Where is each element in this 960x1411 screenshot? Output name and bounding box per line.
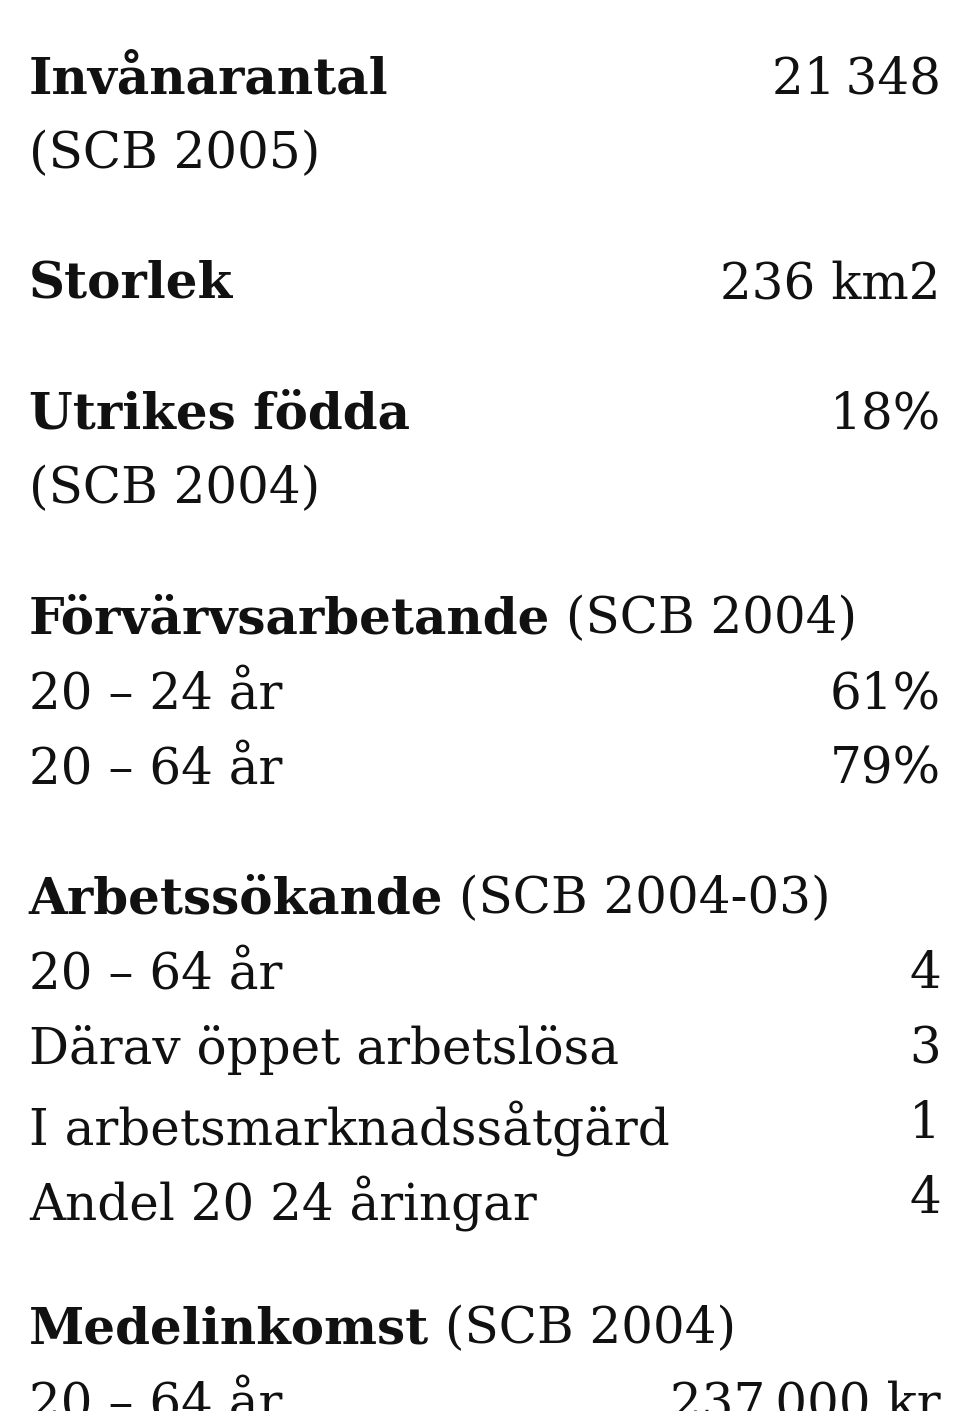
Text: Utrikes födda: Utrikes födda [29, 389, 410, 439]
Text: 3: 3 [909, 1024, 941, 1074]
Text: Storlek: Storlek [29, 260, 233, 309]
Text: 237 000 kr: 237 000 kr [670, 1380, 941, 1411]
Text: 18%: 18% [829, 389, 941, 439]
Text: (SCB 2004): (SCB 2004) [29, 466, 320, 515]
Text: (SCB 2004): (SCB 2004) [429, 1305, 736, 1355]
Text: 21 348: 21 348 [772, 55, 941, 104]
Text: Därav öppet arbetslösa: Därav öppet arbetslösa [29, 1024, 619, 1075]
Text: Medelinkomst: Medelinkomst [29, 1305, 429, 1355]
Text: (SCB 2004): (SCB 2004) [550, 595, 857, 645]
Text: Andel 20 24 åringar: Andel 20 24 åringar [29, 1175, 537, 1230]
Text: 20 – 24 år: 20 – 24 år [29, 670, 282, 720]
Text: 20 – 64 år: 20 – 64 år [29, 745, 282, 794]
Text: I arbetsmarknadssåtgärd: I arbetsmarknadssåtgärd [29, 1101, 669, 1156]
Text: Arbetssökande: Arbetssökande [29, 875, 444, 924]
Text: 79%: 79% [829, 745, 941, 794]
Text: 20 – 64 år: 20 – 64 år [29, 950, 282, 999]
Text: Förvärvsarbetande: Förvärvsarbetande [29, 595, 550, 643]
Text: 1: 1 [909, 1101, 941, 1150]
Text: 4: 4 [909, 1175, 941, 1225]
Text: (SCB 2004-03): (SCB 2004-03) [444, 875, 831, 924]
Text: 20 – 64 år: 20 – 64 år [29, 1380, 282, 1411]
Text: (SCB 2005): (SCB 2005) [29, 130, 321, 179]
Text: 4: 4 [909, 950, 941, 999]
Text: 61%: 61% [829, 670, 941, 720]
Text: Invånarantal: Invånarantal [29, 55, 389, 104]
Text: 236 km2: 236 km2 [720, 260, 941, 309]
